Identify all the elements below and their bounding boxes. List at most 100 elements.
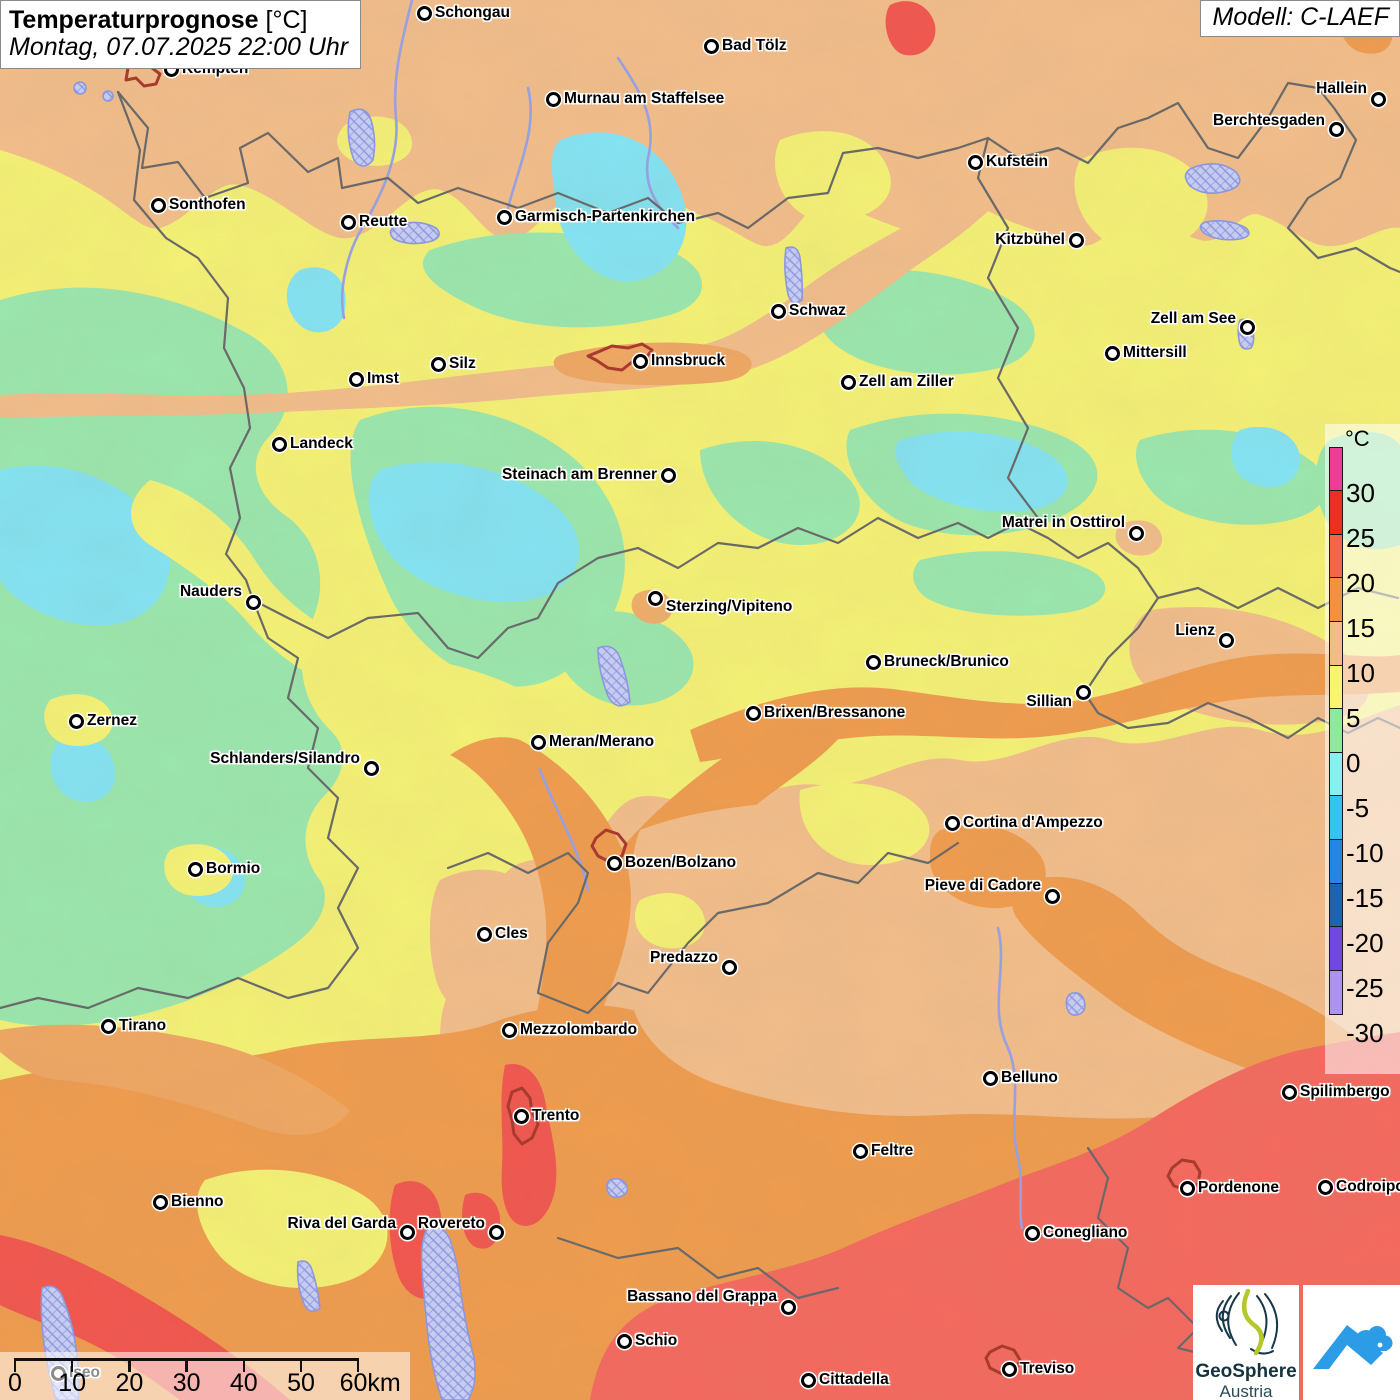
city-marker[interactable] bbox=[1317, 1179, 1333, 1195]
city-marker[interactable] bbox=[703, 38, 719, 54]
legend-tick-label: -30 bbox=[1346, 1018, 1384, 1048]
city-label: Bassano del Grappa bbox=[627, 1288, 777, 1305]
legend-tick-label: 5 bbox=[1346, 703, 1361, 733]
city-marker[interactable] bbox=[530, 734, 546, 750]
legend-swatch bbox=[1329, 839, 1343, 885]
city-marker[interactable] bbox=[944, 815, 960, 831]
city-marker[interactable] bbox=[340, 214, 356, 230]
city-label: Spilimbergo bbox=[1300, 1083, 1390, 1100]
legend-tick-label: -20 bbox=[1346, 928, 1384, 958]
city-marker[interactable] bbox=[430, 356, 446, 372]
city-marker[interactable] bbox=[399, 1224, 415, 1240]
legend-tick-label: -25 bbox=[1346, 973, 1384, 1003]
city-label: Trento bbox=[532, 1107, 580, 1124]
city-marker[interactable] bbox=[152, 1194, 168, 1210]
city-marker[interactable] bbox=[840, 374, 856, 390]
city-marker[interactable] bbox=[1024, 1225, 1040, 1241]
city-marker[interactable] bbox=[1044, 888, 1060, 904]
scale-tick bbox=[299, 1358, 303, 1372]
city-label: Sterzing/Vipiteno bbox=[666, 598, 793, 615]
city-marker[interactable] bbox=[1218, 632, 1234, 648]
city-label: Tirano bbox=[119, 1017, 167, 1034]
legend-swatch bbox=[1329, 621, 1343, 667]
city-label: Brixen/Bressanone bbox=[764, 704, 906, 721]
city-marker[interactable] bbox=[982, 1070, 998, 1086]
city-label: Hallein bbox=[1316, 80, 1367, 97]
legend-unit: °C bbox=[1345, 426, 1370, 451]
city-marker[interactable] bbox=[476, 926, 492, 942]
city-label: Bozen/Bolzano bbox=[625, 854, 737, 871]
scale-tick bbox=[242, 1358, 246, 1372]
city-marker[interactable] bbox=[967, 154, 983, 170]
city-marker[interactable] bbox=[770, 303, 786, 319]
city-marker[interactable] bbox=[545, 91, 561, 107]
city-marker[interactable] bbox=[1001, 1361, 1017, 1377]
city-marker[interactable] bbox=[1068, 232, 1084, 248]
temperature-legend: °C 30 25 20 15 10 5 0 -5 -10 -15 -20 -25 -30 bbox=[1325, 424, 1400, 1074]
city-marker[interactable] bbox=[363, 760, 379, 776]
city-marker[interactable] bbox=[1370, 91, 1386, 107]
city-marker[interactable] bbox=[187, 861, 203, 877]
city-label: Belluno bbox=[1001, 1069, 1058, 1086]
legend-swatch bbox=[1329, 664, 1343, 710]
city-label: Bienno bbox=[171, 1193, 224, 1210]
city-label: Cortina d'Ampezzo bbox=[963, 814, 1103, 831]
legend-swatch bbox=[1329, 795, 1343, 841]
city-marker[interactable] bbox=[660, 467, 676, 483]
city-marker[interactable] bbox=[496, 209, 512, 225]
city-label: Pordenone bbox=[1198, 1179, 1279, 1196]
city-marker[interactable] bbox=[348, 371, 364, 387]
scale-tick bbox=[128, 1358, 131, 1372]
legend-swatch bbox=[1329, 446, 1343, 492]
city-marker[interactable] bbox=[1281, 1084, 1297, 1100]
city-label: Zell am See bbox=[1150, 310, 1236, 327]
city-marker[interactable] bbox=[1128, 525, 1144, 541]
city-label: Zernez bbox=[87, 712, 137, 729]
city-marker[interactable] bbox=[606, 855, 622, 871]
geosphere-country: Austria bbox=[1219, 1382, 1273, 1400]
city-marker[interactable] bbox=[1075, 684, 1091, 700]
city-marker[interactable] bbox=[100, 1018, 116, 1034]
city-marker[interactable] bbox=[852, 1143, 868, 1159]
city-marker[interactable] bbox=[68, 713, 84, 729]
city-marker[interactable] bbox=[1179, 1180, 1195, 1196]
legend-swatch bbox=[1329, 533, 1343, 579]
city-marker[interactable] bbox=[513, 1108, 529, 1124]
city-marker[interactable] bbox=[632, 353, 648, 369]
city-marker[interactable] bbox=[488, 1224, 504, 1240]
city-label: Bruneck/Brunico bbox=[884, 653, 1009, 670]
city-label: Cittadella bbox=[819, 1371, 889, 1388]
city-marker[interactable] bbox=[1104, 345, 1120, 361]
city-label: Cles bbox=[495, 925, 528, 942]
city-marker[interactable] bbox=[245, 594, 261, 610]
legend-tick-label: -10 bbox=[1346, 838, 1384, 868]
city-marker[interactable] bbox=[150, 197, 166, 213]
city-label: Mittersill bbox=[1123, 344, 1187, 361]
city-marker[interactable] bbox=[1328, 121, 1344, 137]
scale-number: 10 bbox=[58, 1369, 87, 1397]
city-marker[interactable] bbox=[616, 1333, 632, 1349]
model-label: Modell: C-LAEF bbox=[1199, 0, 1400, 37]
city-marker[interactable] bbox=[271, 436, 287, 452]
legend-color-bar bbox=[1329, 446, 1343, 1015]
city-label: Treviso bbox=[1020, 1360, 1075, 1377]
city-marker[interactable] bbox=[647, 590, 663, 606]
city-marker[interactable] bbox=[721, 959, 737, 975]
city-marker[interactable] bbox=[501, 1022, 517, 1038]
city-label: Bormio bbox=[206, 860, 261, 877]
city-label: Riva del Garda bbox=[287, 1215, 396, 1232]
city-label: Bad Tölz bbox=[722, 37, 787, 54]
title-unit: [°C] bbox=[258, 6, 308, 34]
city-marker[interactable] bbox=[1239, 319, 1255, 335]
city-label: Conegliano bbox=[1043, 1224, 1128, 1241]
legend-tick-label: 0 bbox=[1346, 748, 1361, 778]
city-marker[interactable] bbox=[800, 1372, 816, 1388]
city-marker[interactable] bbox=[416, 5, 432, 21]
scale-tick bbox=[356, 1358, 360, 1372]
city-marker[interactable] bbox=[865, 654, 881, 670]
city-marker[interactable] bbox=[745, 705, 761, 721]
city-label: Pieve di Cadore bbox=[924, 877, 1041, 894]
city-marker[interactable] bbox=[780, 1299, 796, 1315]
city-label: Kitzbühel bbox=[995, 231, 1065, 248]
city-label: Schio bbox=[635, 1332, 678, 1349]
